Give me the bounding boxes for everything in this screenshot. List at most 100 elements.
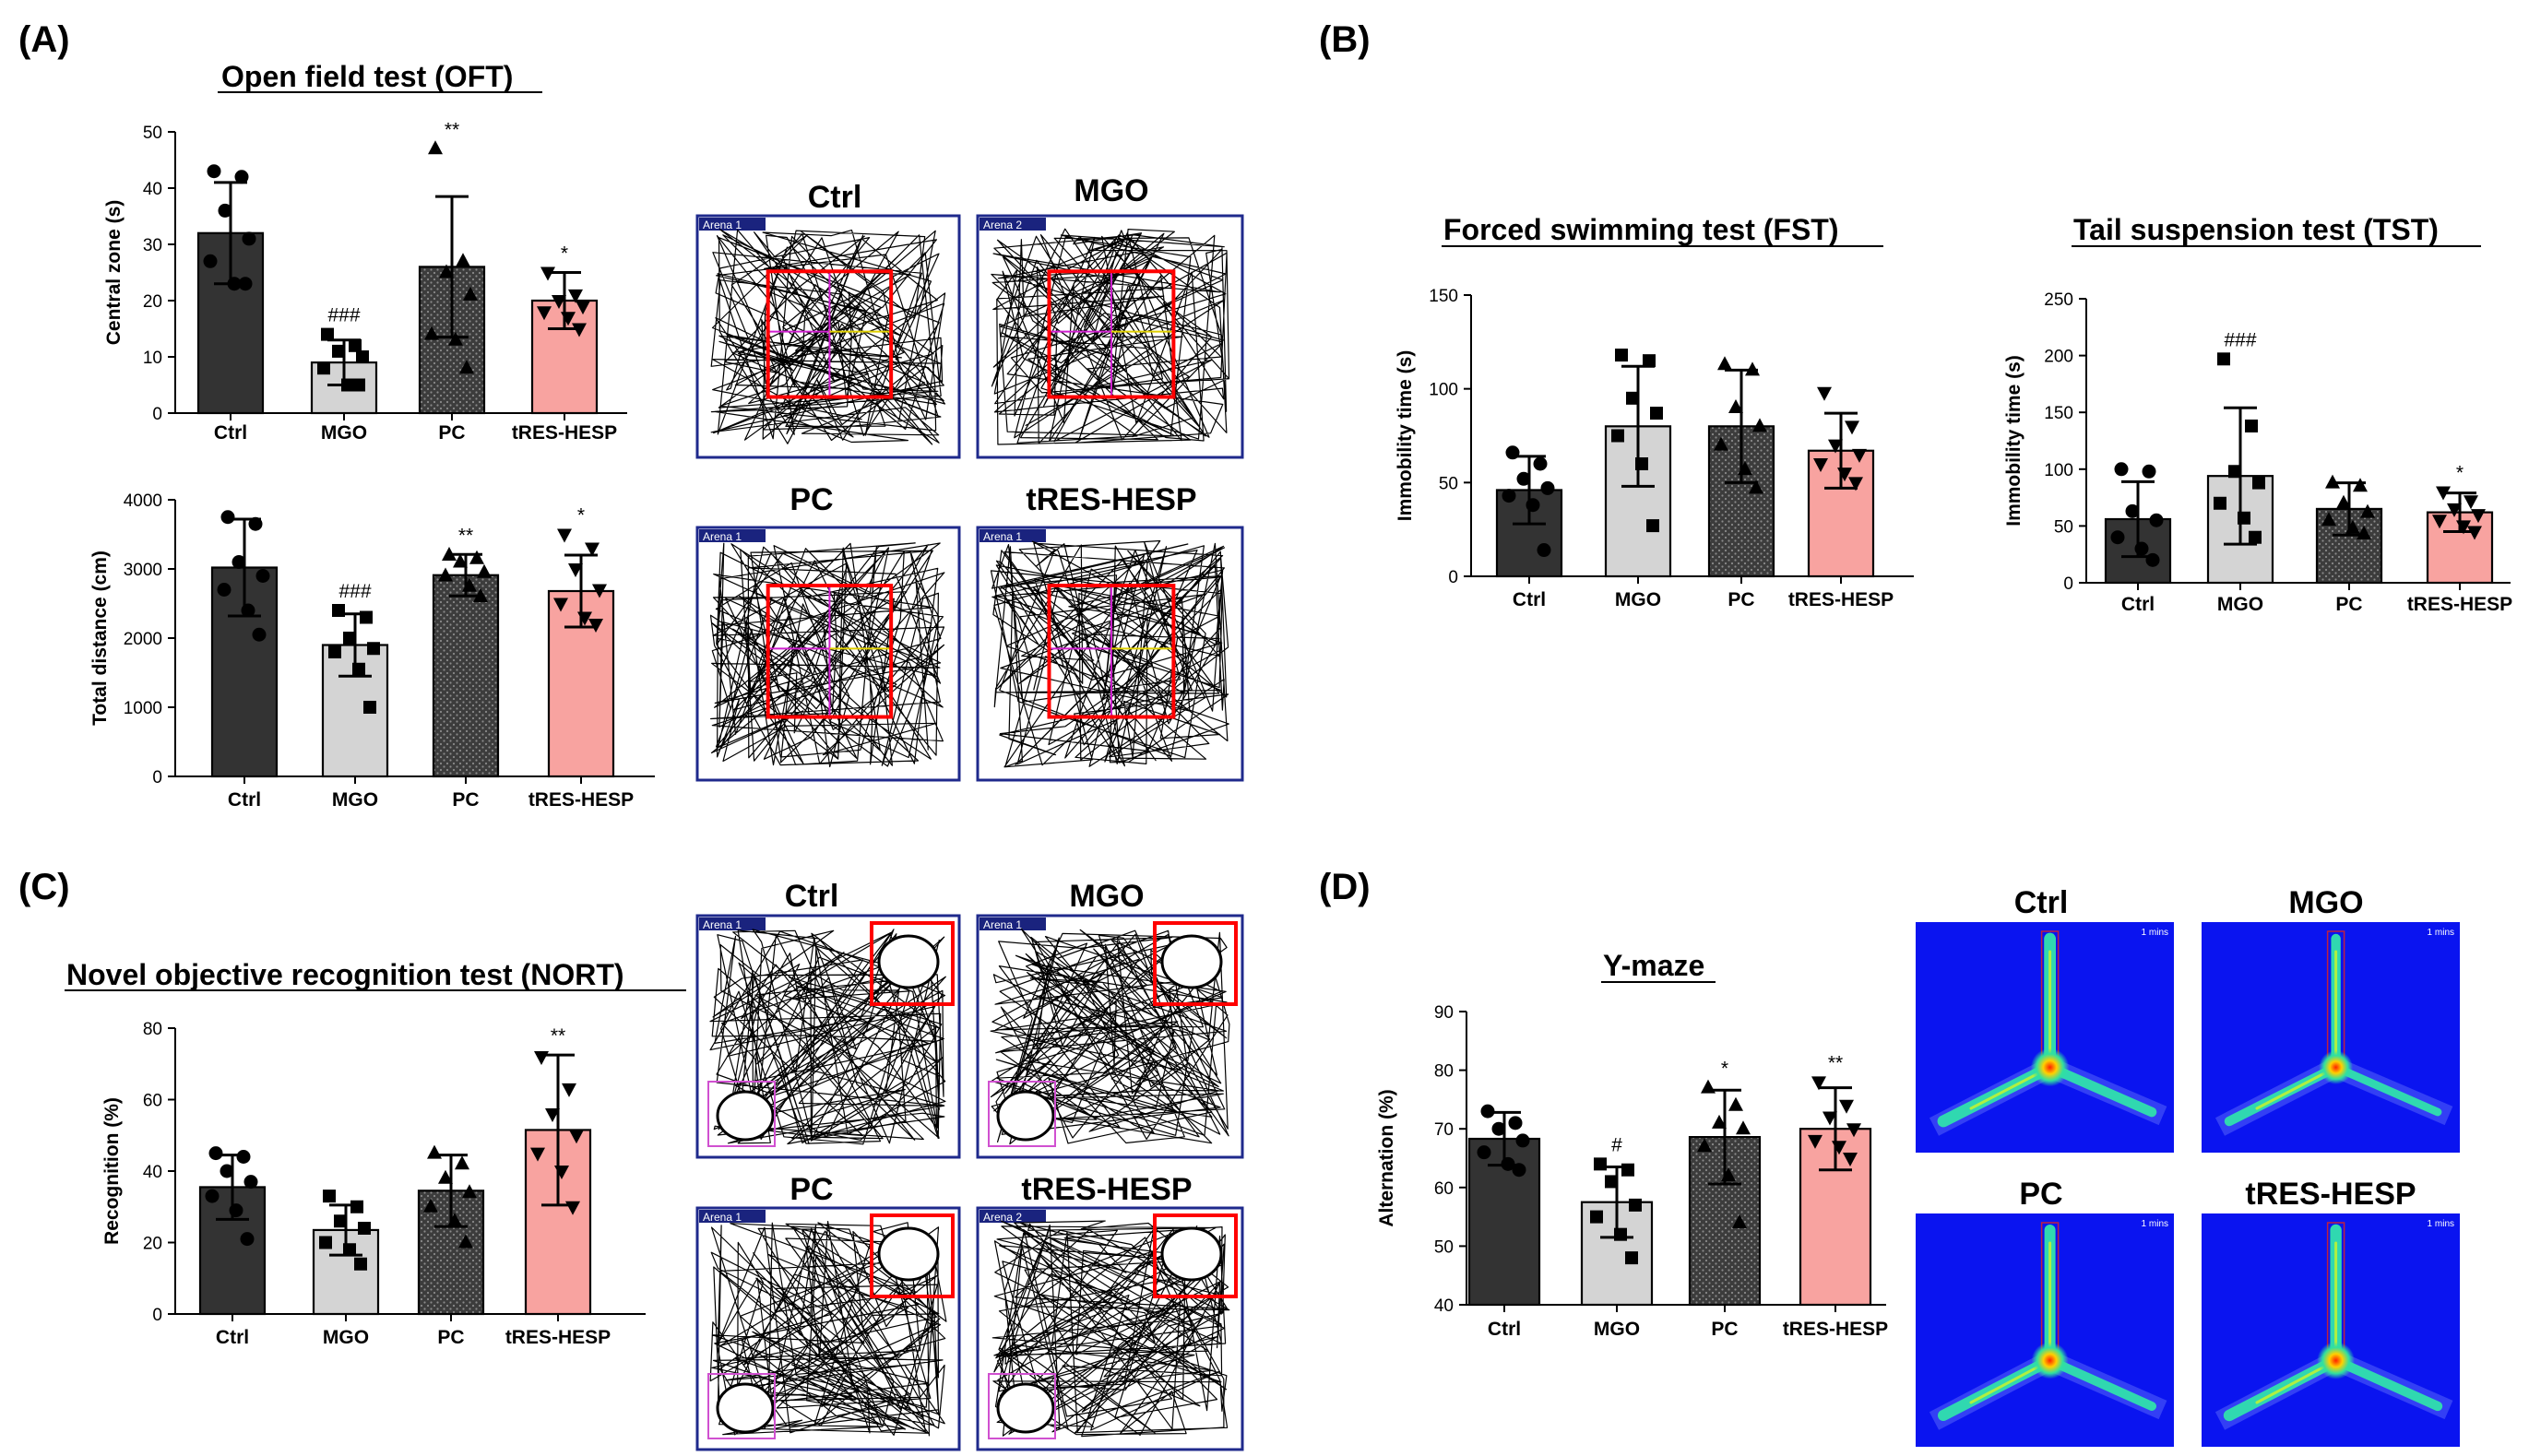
ymaze-heatmap-tres-hesp-label: tRES-HESP — [2245, 1177, 2416, 1212]
fst-point-PC-3 — [1752, 418, 1767, 432]
nort-point-MGO-3 — [358, 1222, 371, 1235]
fst-ytick-label-2: 100 — [1429, 381, 1458, 400]
nort-ytick-label-2: 40 — [143, 1163, 162, 1182]
oft_distance-point-Ctrl-2 — [232, 555, 246, 569]
oft_distance-ytick-label-4: 4000 — [124, 491, 162, 511]
ymaze-heatmap-mgo-label: MGO — [2288, 885, 2363, 920]
nort-point-MGO-0 — [323, 1190, 336, 1203]
ymaze-xlabel-tRES-HESP: tRES-HESP — [1783, 1319, 1888, 1340]
oft-total-distance-chart: 0 1000 2000 3000 4000 Total distance (cm) Ctrl… — [89, 491, 655, 811]
tst-point-PC-1 — [2353, 478, 2368, 492]
fst-point-Ctrl-3 — [1540, 480, 1555, 495]
oft_central-point-PC-4 — [424, 326, 439, 340]
fst-point-MGO-3 — [1650, 407, 1663, 420]
nort-track-pc-label: PC — [790, 1172, 833, 1207]
nort-track-pc: PC Arena 1 — [695, 1172, 961, 1451]
nort-point-tRES-HESP-3 — [569, 1130, 584, 1144]
nort-track-mgo-arena-tag-bg — [980, 917, 1046, 930]
nort-track-mgo-trajectory — [990, 928, 1230, 1145]
nort-point-Ctrl-6 — [240, 1232, 255, 1247]
oft_distance-xlabel-MGO: MGO — [332, 789, 378, 811]
ymaze-point-PC-3 — [1736, 1120, 1751, 1135]
nort-track-mgo-object-familiar — [996, 1090, 1055, 1142]
nort-track-ctrl: Ctrl Arena 1 — [695, 879, 961, 1159]
nort-xlabel-PC: PC — [437, 1327, 464, 1348]
nort-track-pc-novel-zone — [870, 1213, 955, 1298]
oft-track-ctrl-arena-tag-bg — [699, 218, 766, 231]
oft-track-mgo-trajectory — [991, 228, 1230, 445]
oft_central-point-PC-0 — [428, 140, 443, 155]
oft_central-point-PC-3 — [463, 286, 478, 301]
ymaze-heatmap-pc-scale-label: 1 mins — [2142, 1219, 2168, 1229]
ymaze-point-Ctrl-0 — [1480, 1104, 1495, 1119]
oft-track-pc-label: PC — [790, 482, 833, 517]
nort-point-PC-2 — [438, 1169, 453, 1184]
oft_central-point-tRES-HESP-6 — [572, 323, 587, 337]
oft_distance-annotation-PC: ** — [458, 525, 473, 546]
oft-track-mgo-label: MGO — [1074, 173, 1148, 208]
ymaze-alternation-chart: Y-maze 40 50 60 70 80 90 Alternation (%) Ctrl # MG… — [1376, 949, 1888, 1340]
oft-track-tres-hesp-arena-tag: Arena 1 — [983, 530, 1022, 543]
fst-xlabel-MGO: MGO — [1615, 589, 1661, 610]
ymaze-xlabel-MGO: MGO — [1594, 1319, 1640, 1340]
panel-c-letter: (C) — [18, 867, 70, 907]
ymaze-heatmap-mgo-heat-right — [2332, 1063, 2442, 1117]
oft_distance-point-PC-0 — [442, 547, 457, 561]
tst-point-MGO-4 — [2214, 496, 2226, 510]
tst-point-PC-6 — [2357, 526, 2371, 540]
nort-point-Ctrl-3 — [243, 1175, 258, 1190]
oft_distance-ytick-label-3: 3000 — [124, 561, 162, 580]
oft-track-ctrl-label: Ctrl — [808, 180, 862, 215]
ymaze-point-Ctrl-6 — [1512, 1163, 1526, 1178]
ymaze-point-MGO-0 — [1594, 1157, 1607, 1171]
oft_central-xlabel-PC: PC — [438, 422, 465, 444]
oft_distance-point-tRES-HESP-4 — [553, 598, 568, 612]
oft-track-pc-arena-tag-bg — [699, 529, 766, 542]
fst-ytick-label-1: 50 — [1439, 474, 1458, 493]
nort-track-tres-hesp-object-familiar — [996, 1382, 1055, 1434]
tst-xlabel-PC: PC — [2335, 594, 2362, 615]
oft-track-mgo: MGO Arena 2 — [976, 173, 1244, 459]
ymaze-heatmap-ctrl: Ctrl 1 mins — [1916, 885, 2174, 1153]
oft_central-ytick-label-2: 20 — [143, 292, 162, 312]
oft_central-point-MGO-6 — [352, 378, 365, 392]
fst-ylabel: Immobility time (s) — [1395, 350, 1416, 522]
tst-point-Ctrl-0 — [2114, 462, 2129, 477]
ymaze-point-MGO-1 — [1621, 1163, 1634, 1177]
tst-ytick-label-5: 250 — [2044, 290, 2073, 310]
nort-ylabel: Recognition (%) — [101, 1097, 123, 1245]
nort-ytick-label-4: 80 — [143, 1020, 162, 1039]
fst-point-PC-2 — [1728, 399, 1743, 413]
oft_central-ytick-label-0: 0 — [152, 405, 162, 424]
fst-xlabel-tRES-HESP: tRES-HESP — [1788, 589, 1894, 610]
nort-point-PC-3 — [462, 1184, 477, 1199]
tst-point-PC-2 — [2336, 494, 2351, 509]
nort-track-tres-hesp-novel-zone — [1153, 1213, 1238, 1298]
oft-track-pc-center-zone — [766, 584, 894, 719]
ymaze-heatmap-mgo: MGO 1 mins — [2202, 885, 2460, 1153]
tst-point-MGO-6 — [2249, 530, 2262, 544]
fst-point-tRES-HESP-4 — [1813, 458, 1828, 472]
oft_central-point-Ctrl-3 — [242, 231, 256, 246]
fst-point-PC-6 — [1749, 479, 1763, 494]
panel-b-letter: (B) — [1319, 19, 1371, 60]
nort-tracking-images: Ctrl Arena 1 MGO Arena 1 PC Arena 1 tRES-HESP A… — [695, 879, 1244, 1451]
oft_distance-point-MGO-1 — [360, 610, 373, 624]
nort-point-PC-1 — [455, 1155, 469, 1170]
nort-ytick-label-0: 0 — [152, 1306, 162, 1325]
oft_central-point-MGO-4 — [317, 361, 330, 375]
oft_distance-annotation-tRES-HESP: * — [577, 505, 585, 527]
nort-track-tres-hesp-arena-tag: Arena 2 — [983, 1211, 1022, 1224]
ymaze-xlabel-PC: PC — [1711, 1319, 1738, 1340]
fst-title: Forced swimming test (FST) — [1443, 213, 1838, 246]
ymaze-heatmap-pc: PC 1 mins — [1916, 1177, 2174, 1447]
nort-track-pc-arena-tag-bg — [699, 1210, 766, 1223]
tst-point-PC-4 — [2321, 512, 2336, 527]
oft-tracking-images: Ctrl Arena 1 MGO Arena 2 PC Arena 1 tRES-HESP A… — [695, 173, 1244, 782]
oft_central-point-Ctrl-5 — [227, 277, 242, 291]
oft_distance-point-PC-5 — [462, 577, 477, 592]
oft_central-point-Ctrl-2 — [218, 203, 232, 218]
oft_distance-xlabel-tRES-HESP: tRES-HESP — [528, 789, 634, 811]
oft_central-ytick-label-3: 30 — [143, 236, 162, 255]
oft_central-xlabel-tRES-HESP: tRES-HESP — [512, 422, 617, 444]
